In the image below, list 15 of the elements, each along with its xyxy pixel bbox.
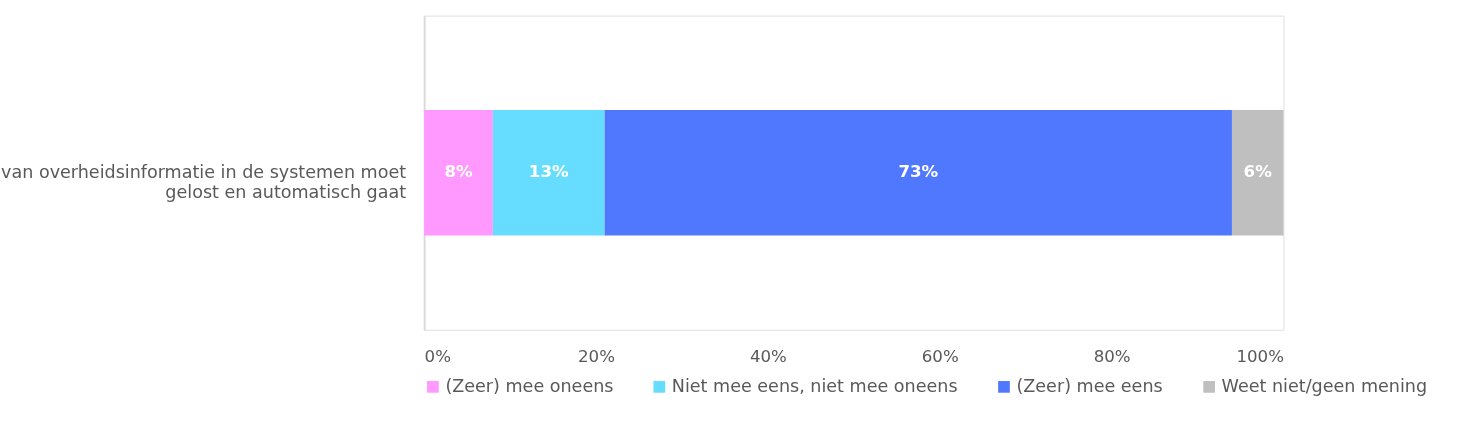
data-label: 13% [528, 162, 569, 182]
data-label: 73% [898, 162, 939, 182]
legend-label: Weet niet/geen mening [1221, 376, 1428, 397]
data-label: 6% [1243, 162, 1273, 182]
x-tick-label: 40% [749, 346, 787, 366]
legend-label: (Zeer) mee eens [1016, 376, 1163, 397]
x-tick-label: 20% [578, 346, 615, 366]
legend-label: (Zeer) mee oneens [445, 376, 614, 397]
x-tick-label: 0% [424, 346, 451, 366]
data-label: 8% [444, 162, 473, 182]
y-tick-label: van overheidsinformatie in de systemen moet gelost en automatisch gaat [1, 162, 407, 202]
x-tick-label: 60% [921, 346, 959, 366]
x-tick-label: 80% [1093, 346, 1131, 366]
x-tick-label: 100% [1236, 346, 1284, 366]
legend-label: Niet mee eens, niet mee oneens [671, 376, 958, 397]
